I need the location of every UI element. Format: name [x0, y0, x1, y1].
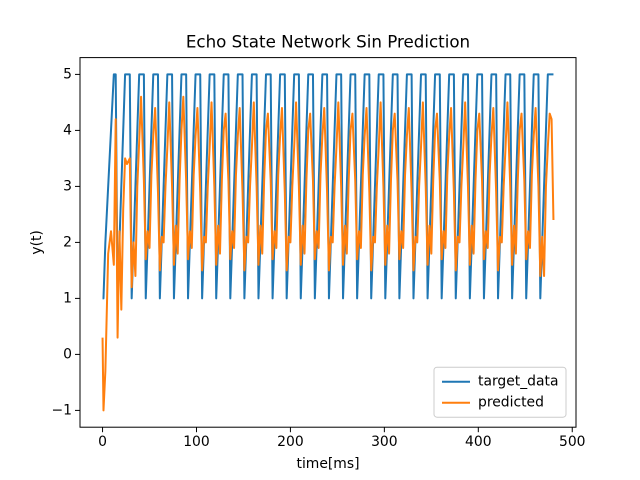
x-tick-label: 100	[183, 434, 210, 450]
x-tick-label: 500	[559, 434, 586, 450]
legend-label: target_data	[478, 374, 558, 390]
y-tick-label: 2	[63, 234, 72, 250]
x-tick-label: 400	[465, 434, 492, 450]
y-tick-label: 4	[63, 122, 72, 138]
y-axis-label: y(t)	[29, 230, 45, 255]
legend-box	[433, 366, 567, 418]
series-line	[101, 95, 555, 412]
y-tick-label: 3	[63, 178, 72, 194]
y-tick-label: 0	[63, 346, 72, 362]
x-tick-label: 200	[277, 434, 304, 450]
x-tick-label: 0	[98, 434, 107, 450]
legend-label: predicted	[478, 395, 544, 411]
series-line	[102, 73, 554, 300]
y-tick-label: −1	[52, 402, 72, 418]
y-tick-label: 5	[63, 66, 72, 82]
x-tick-label: 300	[371, 434, 398, 450]
x-axis-label: time[ms]	[297, 456, 360, 472]
y-tick-label: 1	[63, 290, 72, 306]
chart-title: Echo State Network Sin Prediction	[186, 32, 470, 52]
